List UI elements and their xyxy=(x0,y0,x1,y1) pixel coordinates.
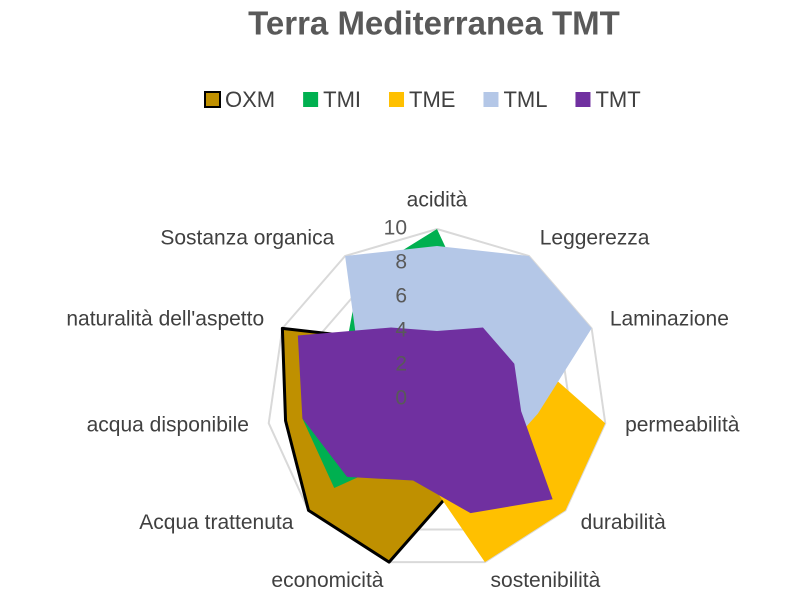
r-tick-label: 10 xyxy=(384,217,407,240)
legend-label: TME xyxy=(409,87,455,112)
chart-title: Terra Mediterranea TMT xyxy=(248,5,620,42)
r-tick-label: 6 xyxy=(395,285,407,308)
category-label: durabilità xyxy=(581,511,667,534)
category-label: acidità xyxy=(407,189,468,212)
r-tick-label: 0 xyxy=(395,387,407,410)
series-area xyxy=(297,327,553,514)
legend-label: TMT xyxy=(595,87,640,112)
category-label: economicità xyxy=(271,569,383,592)
category-label: Laminazione xyxy=(610,308,729,331)
legend-swatch xyxy=(389,92,405,107)
legend-label: TML xyxy=(503,87,547,112)
legend-swatch xyxy=(303,92,319,107)
category-label: permeabilità xyxy=(625,414,740,437)
r-tick-label: 8 xyxy=(395,251,407,274)
category-label: acqua disponibile xyxy=(87,414,249,437)
category-label: Leggerezza xyxy=(540,227,650,250)
category-label: Acqua trattenuta xyxy=(139,511,293,534)
category-label: naturalità dell'aspetto xyxy=(66,308,264,331)
r-tick-label: 4 xyxy=(395,319,407,342)
legend-label: OXM xyxy=(225,87,275,112)
legend-swatch xyxy=(575,92,591,107)
category-label: sostenibilità xyxy=(491,569,601,592)
legend-swatch xyxy=(483,92,499,107)
legend-label: TMI xyxy=(323,87,361,112)
category-label: Sostanza organica xyxy=(160,227,334,250)
r-tick-label: 2 xyxy=(395,353,407,376)
legend-swatch xyxy=(204,91,221,108)
